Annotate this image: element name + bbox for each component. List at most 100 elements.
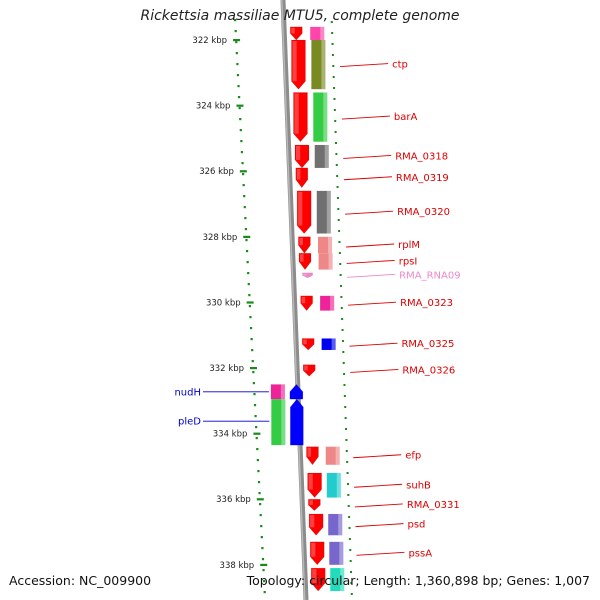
scale-tick-label: 332 kbp bbox=[209, 364, 244, 374]
scale-minor-tick bbox=[235, 52, 238, 55]
gene-label-nudh: nudH bbox=[174, 387, 201, 398]
gene-category-pled bbox=[271, 399, 286, 446]
label-track-tick bbox=[346, 472, 349, 474]
label-track-tick bbox=[331, 32, 334, 34]
gene-arrow-rpsi-shine bbox=[300, 254, 304, 262]
gene-leader-rma-0325 bbox=[349, 342, 398, 347]
label-track-tick bbox=[331, 43, 334, 45]
scale-tick-label: 338 kbp bbox=[220, 561, 255, 571]
label-track-tick bbox=[337, 208, 340, 210]
gene-arrow-bara bbox=[293, 92, 308, 143]
scale-minor-tick bbox=[243, 206, 246, 209]
gene-leader-rpsi bbox=[346, 259, 395, 264]
gene-arrow-suhb-shine bbox=[308, 473, 313, 490]
gene-category-rma-0318 bbox=[314, 144, 329, 168]
scale-minor-tick bbox=[238, 107, 241, 110]
gene-label-rplm: rplM bbox=[398, 240, 420, 251]
scale-tick-label: 328 kbp bbox=[203, 233, 238, 243]
scale-tick-label: 326 kbp bbox=[199, 167, 234, 177]
scale-minor-tick bbox=[262, 569, 265, 572]
label-track-tick bbox=[335, 164, 338, 166]
gene-arrow-rma-0320 bbox=[296, 190, 312, 234]
scale-minor-tick bbox=[253, 404, 257, 407]
label-track-tick bbox=[339, 263, 342, 265]
gene-arrow-rma-rna09-shine bbox=[303, 273, 307, 276]
gene-label-suhb: suhB bbox=[406, 480, 431, 491]
scale-minor-tick bbox=[239, 118, 242, 121]
scale-minor-tick bbox=[259, 503, 262, 506]
gene-arrow-rplm bbox=[298, 236, 311, 254]
label-track-tick bbox=[349, 549, 352, 551]
label-track-tick bbox=[341, 318, 344, 320]
gene-label-rma-0320: RMA_0320 bbox=[397, 207, 450, 218]
gene-label-rma-0331: RMA_0331 bbox=[407, 500, 460, 511]
gene-category-shine-efp bbox=[335, 446, 340, 465]
gene-category-psd bbox=[328, 513, 343, 536]
label-track-tick bbox=[340, 285, 343, 287]
gene-category-shine-bara bbox=[323, 92, 328, 142]
scale-minor-tick bbox=[242, 184, 245, 187]
scale-minor-tick bbox=[243, 195, 246, 198]
gene-category-shine-psd bbox=[338, 513, 343, 536]
gene-arrow-gene-19-shine bbox=[312, 569, 317, 584]
scale-major-tick bbox=[233, 39, 241, 42]
scale-minor-tick bbox=[245, 250, 249, 253]
scale-minor-tick bbox=[248, 294, 251, 297]
scale-tick-label: 322 kbp bbox=[192, 36, 227, 46]
gene-leader-suhb bbox=[354, 483, 403, 488]
gene-category-shine-rpsi bbox=[328, 253, 333, 270]
label-track-tick bbox=[350, 571, 353, 573]
gene-category-shine-rplm bbox=[327, 236, 332, 254]
gene-arrow-gene-0 bbox=[289, 26, 303, 41]
gene-arrow-rma-0325-shine bbox=[303, 339, 307, 345]
scale-minor-tick bbox=[247, 272, 250, 275]
gene-arrow-gene-19 bbox=[310, 567, 326, 592]
label-track-tick bbox=[334, 120, 337, 122]
gene-category-shine-rma-0320 bbox=[326, 190, 331, 234]
scale-minor-tick bbox=[237, 85, 240, 88]
gene-leader-bara bbox=[341, 115, 390, 120]
gene-arrow-psd bbox=[308, 513, 324, 536]
scale-minor-tick bbox=[236, 74, 240, 77]
label-track-tick bbox=[339, 274, 342, 276]
gene-category-gene-19 bbox=[330, 568, 345, 592]
scale-major-tick bbox=[246, 301, 254, 304]
gene-label-bara: barA bbox=[394, 112, 418, 123]
backbone-track bbox=[280, 0, 309, 600]
scale-major-tick bbox=[256, 498, 264, 501]
label-track-tick bbox=[341, 329, 344, 331]
gene-arrow-efp bbox=[306, 446, 319, 466]
gene-arrow-rma-0323-shine bbox=[301, 296, 306, 304]
gene-label-rma-0323: RMA_0323 bbox=[400, 298, 453, 309]
label-track-tick bbox=[340, 296, 343, 298]
gene-category-shine-pssa bbox=[339, 541, 344, 565]
gene-arrow-pssa bbox=[309, 541, 325, 566]
label-track-tick bbox=[332, 76, 335, 78]
scale-minor-tick bbox=[250, 338, 253, 341]
scale-minor-tick bbox=[236, 63, 239, 66]
scale-minor-tick bbox=[252, 382, 255, 385]
label-track-tick bbox=[338, 252, 341, 254]
gene-arrow-rma-0319 bbox=[295, 167, 309, 189]
gene-category-rpsi bbox=[318, 253, 333, 270]
gene-category-shine-rma-0325 bbox=[331, 338, 336, 350]
scale-tick-label: 334 kbp bbox=[213, 430, 248, 440]
gene-arrow-suhb bbox=[307, 472, 322, 499]
label-track-tick bbox=[333, 109, 336, 111]
gene-category-nudh bbox=[270, 384, 285, 400]
gene-arrow-psd-shine bbox=[310, 514, 315, 528]
label-track-tick bbox=[332, 65, 335, 67]
gene-category-rplm bbox=[317, 236, 332, 254]
label-track-tick bbox=[345, 428, 348, 430]
gene-leader-rma-rna09 bbox=[347, 273, 396, 278]
gene-leader-rma-0323 bbox=[348, 301, 397, 306]
label-track-tick bbox=[348, 516, 351, 518]
label-track-tick bbox=[336, 186, 339, 188]
scale-minor-tick bbox=[240, 140, 243, 143]
label-track-tick bbox=[336, 175, 339, 177]
label-track-tick bbox=[335, 153, 338, 155]
gene-category-rma-0323 bbox=[320, 295, 335, 311]
scale-tick-label: 330 kbp bbox=[206, 298, 241, 308]
